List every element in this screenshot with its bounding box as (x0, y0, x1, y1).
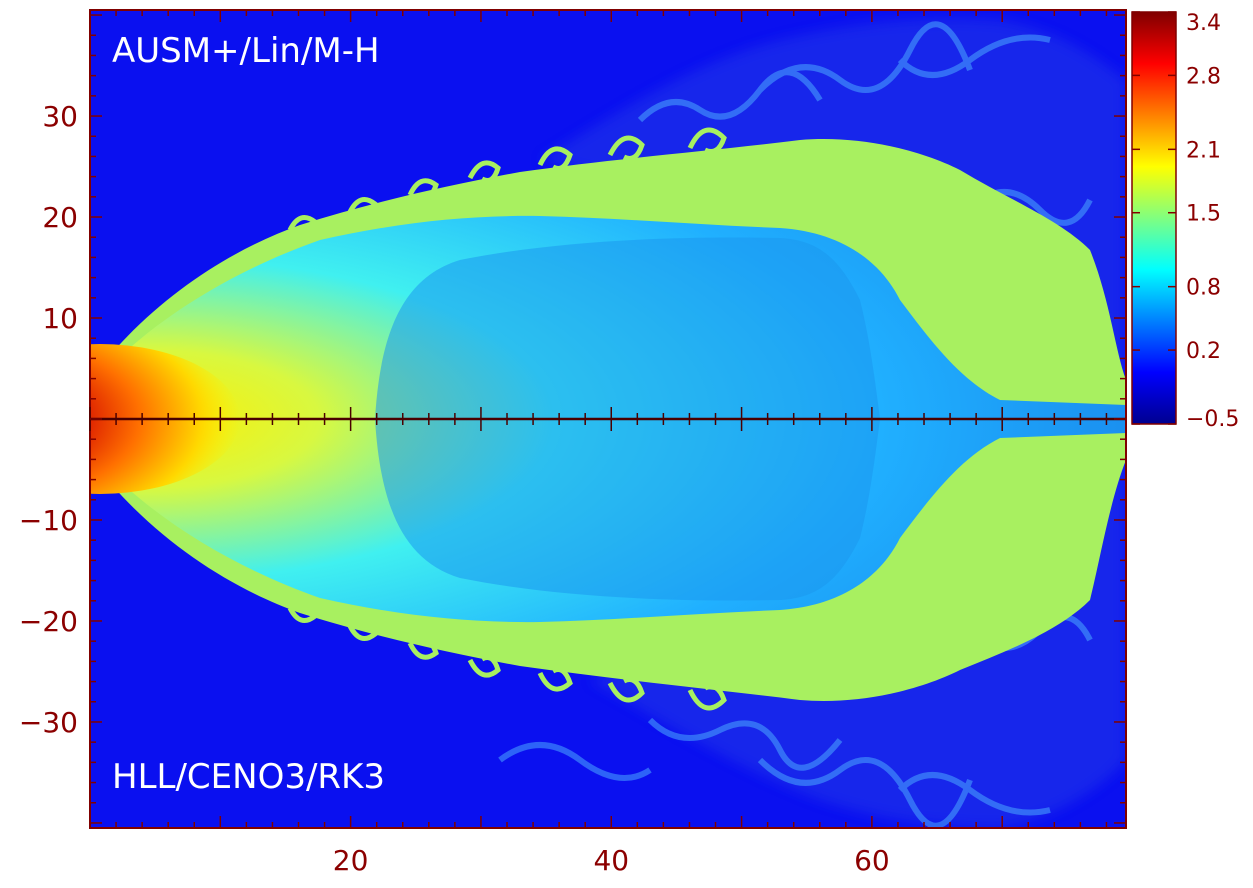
y-tick-label: −30 (19, 706, 78, 739)
x-tick-label: 40 (593, 844, 629, 877)
vortex (537, 146, 573, 171)
colorbar: 3.4 2.8 2.1 1.5 0.8 0.2 −0.5 (1131, 11, 1239, 432)
wisp (637, 69, 823, 123)
colorbar-tick-label: 1.5 (1186, 202, 1221, 227)
vortex (537, 667, 573, 692)
colorbar-tick-label: 2.8 (1186, 64, 1221, 89)
vortex (607, 677, 645, 703)
vortex (687, 684, 727, 711)
wisp (897, 34, 1051, 78)
wisp (757, 21, 973, 93)
vortex (407, 178, 439, 200)
vortex (687, 127, 727, 154)
vortex (347, 197, 378, 218)
vortex (287, 215, 318, 236)
y-tick-label: 10 (42, 302, 78, 335)
colorbar-tick-label: 2.1 (1186, 138, 1221, 163)
y-tick-label: 30 (42, 100, 78, 133)
colorbar-tick-label: 0.2 (1186, 339, 1221, 364)
wisps (498, 21, 1093, 828)
wisp (897, 772, 1051, 816)
vortex (407, 638, 439, 660)
x-tick-label: 20 (333, 844, 369, 877)
colorbar-ticks: 3.4 2.8 2.1 1.5 0.8 0.2 −0.5 (1132, 11, 1239, 432)
vortex (467, 654, 501, 678)
vortex (607, 135, 645, 161)
colorbar-tick-label: 0.8 (1186, 276, 1221, 301)
colorbar-tick-label: −0.5 (1186, 407, 1239, 432)
vortex (347, 620, 378, 641)
wisp (498, 742, 652, 781)
panel-label-top: AUSM+/Lin/M-H (112, 31, 380, 71)
x-tick-label: 60 (854, 844, 890, 877)
vortex (287, 602, 318, 623)
wisp (647, 717, 843, 771)
y-tick-label: 20 (42, 201, 78, 234)
y-tick-label: −10 (19, 504, 78, 537)
colorbar-tick-label: 3.4 (1186, 11, 1221, 36)
panel-label-bottom: HLL/CENO3/RK3 (112, 757, 385, 797)
axis-labels: 20 40 60 30 20 10 −10 −20 −30 (19, 100, 890, 877)
y-tick-label: −20 (19, 605, 78, 638)
axis-ticks (89, 10, 1126, 828)
shell-vortices (287, 127, 727, 711)
vortex (467, 160, 501, 184)
colorbar-gradient (1131, 11, 1177, 425)
wisp (757, 757, 973, 828)
